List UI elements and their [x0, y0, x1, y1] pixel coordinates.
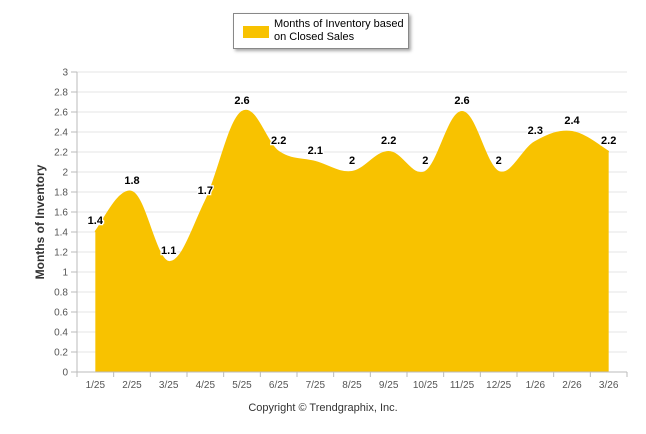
- legend-label: Months of Inventory based on Closed Sale…: [274, 18, 404, 43]
- y-tick-label: 1: [62, 268, 68, 279]
- series-area-layer: [94, 109, 610, 372]
- x-tick-labels: 1/25 2/25 3/25 4/25 5/25 6/25 7/25 8/25 9/25 10/2…: [86, 380, 619, 391]
- data-label: 2.2: [381, 135, 396, 147]
- data-label: 2.6: [234, 95, 249, 107]
- data-label: 1.4: [88, 215, 104, 227]
- x-tick-label: 5/25: [232, 380, 252, 391]
- x-tick-label: 4/25: [196, 380, 216, 391]
- y-tick-label: 0.6: [54, 308, 68, 319]
- x-tick-label: 2/26: [562, 380, 582, 391]
- x-tick-label: 7/25: [306, 380, 326, 391]
- data-label: 2: [349, 155, 355, 167]
- y-tick-label: 0.2: [54, 348, 68, 359]
- copyright-text: Copyright © Trendgraphix, Inc.: [248, 402, 398, 414]
- y-tick-label: 2.2: [54, 148, 68, 159]
- data-label: 1.1: [161, 245, 176, 257]
- y-tick-label: 0: [62, 368, 68, 379]
- x-tick-label: 3/25: [159, 380, 179, 391]
- data-label: 2: [496, 155, 502, 167]
- y-tick-label: 2.6: [54, 108, 68, 119]
- y-tick-labels: 0 0.2 0.4 0.6 0.8 1 1.2 1.4 1.6 1.8 2 2.2 2.4 2.6 2.8 3: [54, 68, 68, 379]
- x-tick-label: 2/25: [122, 380, 142, 391]
- y-tick-label: 2: [62, 168, 68, 179]
- data-label: 2.3: [528, 125, 543, 137]
- x-tick-label: 1/26: [526, 380, 546, 391]
- data-label: 1.7: [198, 185, 213, 197]
- legend[interactable]: Months of Inventory based on Closed Sale…: [233, 13, 409, 49]
- x-tick-label: 6/25: [269, 380, 289, 391]
- y-axis-title: Months of Inventory: [33, 164, 47, 280]
- axes: [76, 72, 628, 377]
- x-tick-label: 10/25: [413, 380, 438, 391]
- y-tick-label: 1.6: [54, 208, 68, 219]
- x-tick-label: 12/25: [486, 380, 511, 391]
- data-label: 1.8: [124, 175, 139, 187]
- y-tick-label: 0.8: [54, 288, 68, 299]
- x-tick-label: 11/25: [450, 380, 475, 391]
- data-label: 2.2: [271, 135, 286, 147]
- data-label: 2: [422, 155, 428, 167]
- x-tick-label: 9/25: [379, 380, 399, 391]
- series-line: [94, 109, 610, 263]
- data-labels: 1.4 1.8 1.1 1.7 2.6 2.2 2.1 2 2.2 2 2.6 2 2.3 2.4 2.2: [86, 94, 617, 259]
- data-label: 2.1: [308, 145, 323, 157]
- y-tick-label: 1.8: [54, 188, 68, 199]
- y-tick-label: 3: [62, 68, 68, 79]
- data-label: 2.4: [564, 115, 580, 127]
- x-tick-label: 3/26: [599, 380, 619, 391]
- data-label: 2.6: [454, 95, 469, 107]
- x-tick-label: 8/25: [342, 380, 362, 391]
- y-tick-label: 2.8: [54, 88, 68, 99]
- y-tick-label: 1.2: [54, 248, 68, 259]
- data-label: 2.2: [601, 135, 616, 147]
- y-tick-label: 2.4: [54, 128, 68, 139]
- series-area: [95, 110, 609, 372]
- legend-swatch: [243, 26, 269, 38]
- x-tick-label: 1/25: [86, 380, 106, 391]
- y-tick-label: 1.4: [54, 228, 68, 239]
- y-tick-label: 0.4: [54, 328, 68, 339]
